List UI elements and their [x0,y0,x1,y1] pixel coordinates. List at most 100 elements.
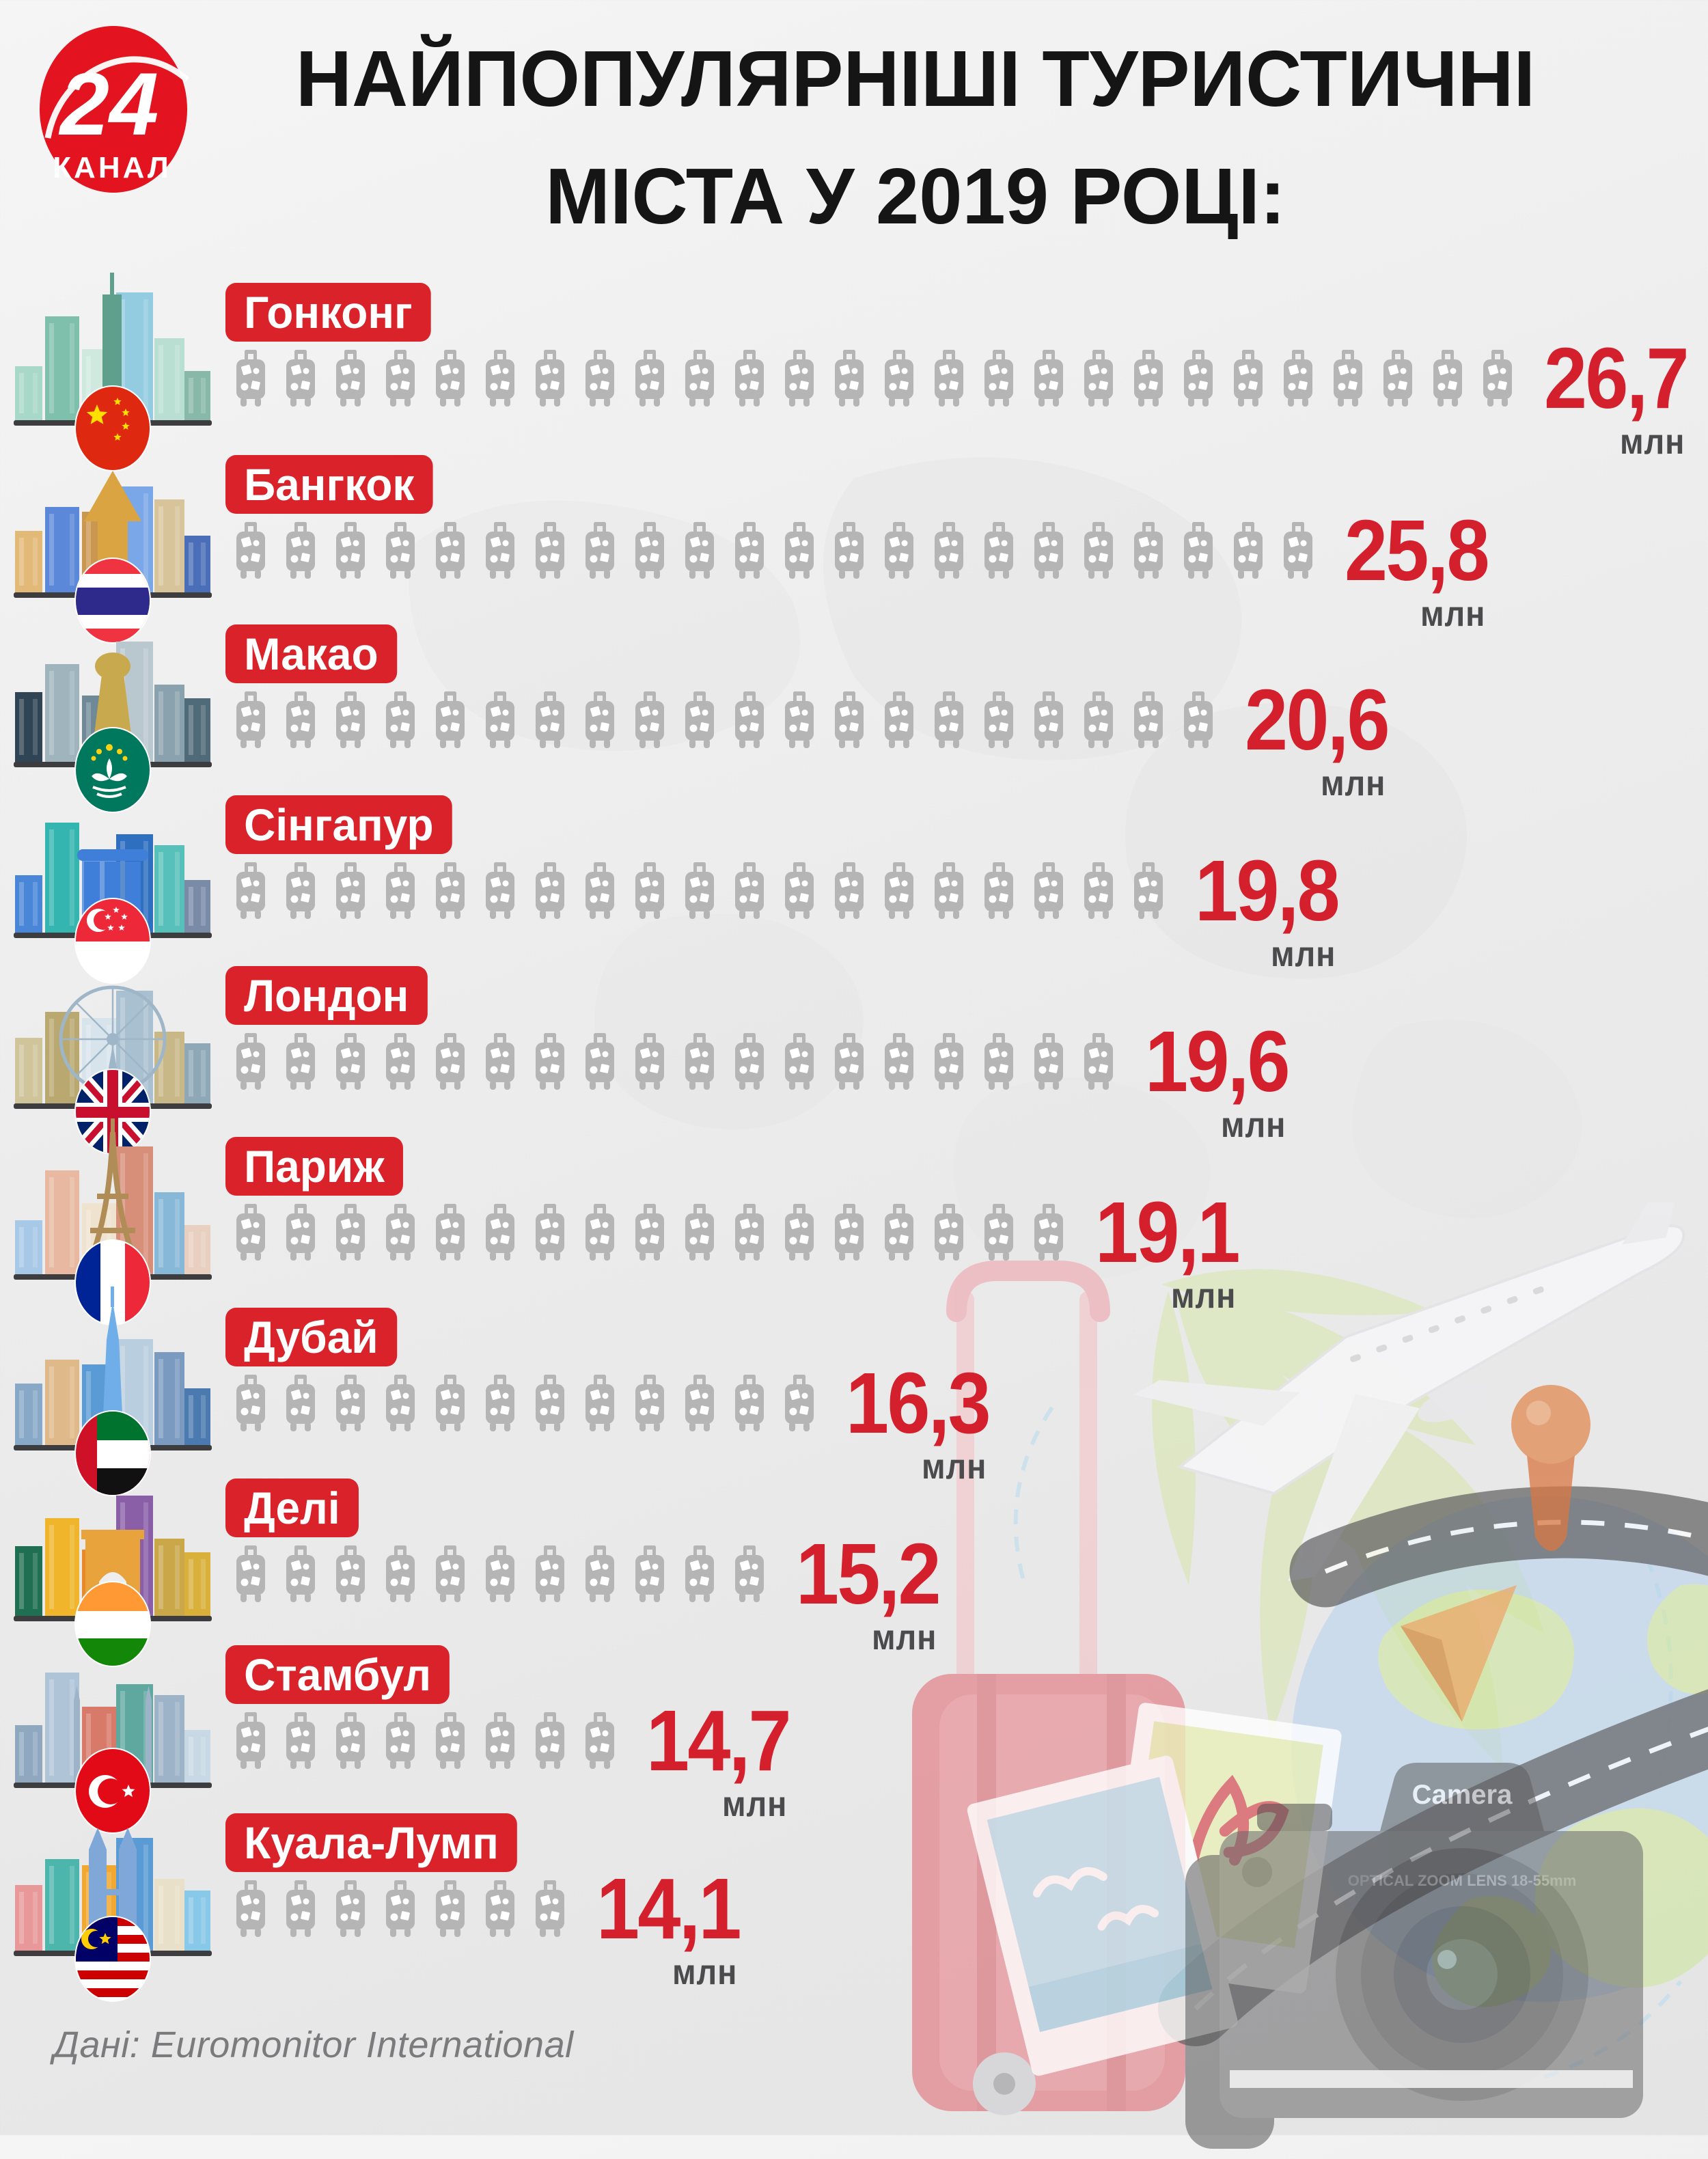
suitcase-icon [486,350,514,407]
suitcase-icon [286,1375,315,1431]
suitcase-icon [536,522,564,579]
suitcase-icon [586,862,614,919]
suitcase-icon [935,350,963,407]
suitcase-icon [1383,350,1412,407]
suitcase-icon [486,1033,514,1090]
suitcase-icon [286,862,315,919]
suitcase-icon [336,350,365,407]
value-block-london: 19,6 млн [1145,1013,1291,1146]
value-unit: млн [1619,422,1685,462]
suitcase-pictogram-bar [235,691,1214,750]
city-label-hongkong: Гонконг [225,283,431,342]
suitcase-icon [236,350,265,407]
city-skyline-icon-istanbul [14,1614,212,1840]
suitcase-icon [785,862,814,919]
suitcase-icon [735,350,764,407]
flag-oval [74,1410,151,1496]
suitcase-icon [486,691,514,748]
suitcase-icon [835,1204,864,1261]
suitcase-icon [735,1204,764,1261]
suitcase-pictogram-bar [235,522,1314,581]
suitcase-icon [685,522,714,579]
flag-oval [74,1748,151,1834]
value-block-kualalumpur: 14,1 млн [596,1865,742,1993]
suitcase-icon [586,1545,614,1602]
suitcase-icon [286,1204,315,1261]
suitcase-icon [436,1545,465,1602]
row-bangkok: Бангкок [0,420,1708,652]
city-skyline-icon-dubai [14,1277,212,1502]
suitcase-icon [635,1204,664,1261]
suitcase-icon [386,1712,415,1769]
suitcase-icon [935,522,963,579]
city-skyline-icon-macau [14,594,212,819]
city-label-kualalumpur: Куала-Лумп [225,1813,518,1872]
city-skyline-icon-singapore [14,765,212,990]
suitcase-icon [236,1880,265,1937]
suitcase-icon [984,1204,1013,1261]
suitcase-icon [685,1204,714,1261]
value-number: 16,3 [846,1355,991,1451]
suitcase-icon [436,1204,465,1261]
row-istanbul: Стамбул [0,1610,1708,1842]
suitcase-icon [386,1033,415,1090]
suitcase-icon [236,691,265,748]
suitcase-icon [236,522,265,579]
row-paris: Париж [0,1101,1708,1334]
value-block-hongkong: 26,7 млн [1544,330,1690,463]
suitcase-icon [785,522,814,579]
suitcase-icon [785,350,814,407]
row-london: Лондон [0,931,1708,1163]
value-unit: млн [1170,1276,1237,1316]
suitcase-icon [236,1545,265,1602]
suitcase-icon [685,1375,714,1431]
suitcase-icon [286,1880,315,1937]
city-label-paris: Париж [225,1137,403,1196]
suitcase-icon [1084,522,1113,579]
suitcase-icon [536,350,564,407]
suitcase-icon [486,862,514,919]
suitcase-icon [735,862,764,919]
value-number: 19,6 [1145,1013,1291,1110]
title-line-1: НАЙПОПУЛЯРНІШІ ТУРИСТИЧНІ [295,34,1536,123]
suitcase-icon [386,862,415,919]
suitcase-icon [436,1375,465,1431]
suitcase-icon [1134,691,1163,748]
row-delhi: Делі [0,1443,1708,1675]
suitcase-icon [835,522,864,579]
value-number: 26,7 [1544,330,1690,426]
suitcase-icon [536,1204,564,1261]
suitcase-icon [1334,350,1362,407]
value-block-delhi: 15,2 млн [796,1530,941,1658]
suitcase-pictogram-bar [235,350,1513,409]
suitcase-icon [586,350,614,407]
channel-24-logo: 24 КАНАЛ [40,26,189,193]
value-number: 14,7 [646,1692,792,1789]
suitcase-icon [336,1712,365,1769]
value-block-bangkok: 25,8 млн [1345,506,1490,635]
suitcase-icon [984,691,1013,748]
suitcase-icon [536,1033,564,1090]
suitcase-icon [386,1375,415,1431]
logo-ellipse [40,26,187,193]
suitcase-icon [735,1375,764,1431]
suitcase-icon [785,1033,814,1090]
suitcase-icon [236,1033,265,1090]
value-block-istanbul: 14,7 млн [646,1692,792,1825]
suitcase-icon [885,522,913,579]
suitcase-icon [635,1033,664,1090]
suitcase-icon [386,1880,415,1937]
suitcase-icon [635,522,664,579]
value-unit: млн [672,1952,738,1992]
suitcase-icon [835,350,864,407]
suitcase-icon [336,522,365,579]
suitcase-icon [735,1545,764,1602]
suitcase-pictogram-bar [235,862,1164,921]
suitcase-icon [536,1375,564,1431]
suitcase-icon [1433,350,1462,407]
value-unit: млн [721,1784,788,1824]
suitcase-icon [735,522,764,579]
suitcase-icon [685,1033,714,1090]
suitcase-icon [536,691,564,748]
city-skyline-icon-kualalumpur [14,1783,212,2008]
